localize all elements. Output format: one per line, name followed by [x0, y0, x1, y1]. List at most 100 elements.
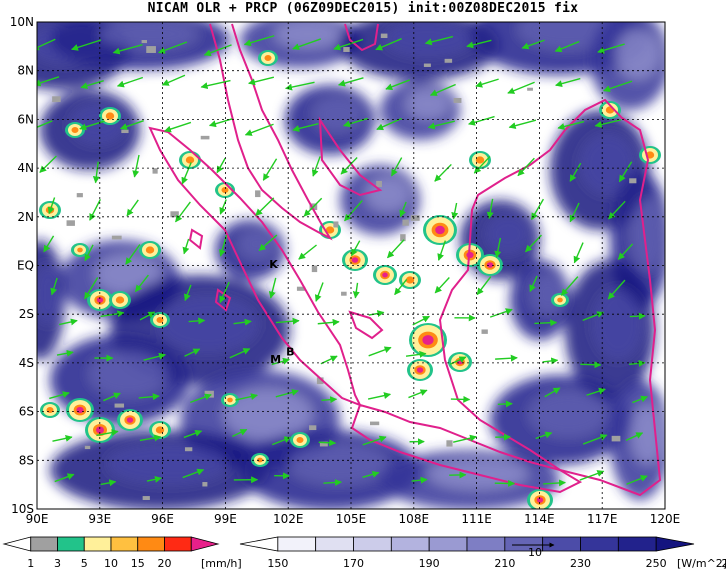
- latitude-label: 4S: [19, 356, 34, 370]
- wind-arrow: [617, 243, 634, 260]
- wind-arrow: [468, 115, 495, 126]
- wind-arrow: [554, 40, 580, 53]
- longitude-label: 108E: [399, 512, 430, 526]
- colorbar-swatch: [580, 536, 619, 552]
- wind-arrow: [603, 80, 633, 93]
- wind-arrow: [375, 38, 402, 51]
- wind-arrow: [37, 76, 60, 87]
- wind-arrow: [368, 310, 385, 317]
- wind-arrow: [517, 157, 535, 177]
- olr-blob: [37, 264, 62, 324]
- precip-colorbar-label: 3: [54, 557, 61, 570]
- wind-arrow: [580, 361, 602, 369]
- longitude-label: 105E: [336, 512, 367, 526]
- wind-arrow: [544, 387, 561, 398]
- precip-light: [316, 377, 324, 385]
- wind-arrow: [560, 276, 579, 296]
- wind-arrow: [385, 79, 411, 91]
- wind-arrow: [473, 155, 491, 174]
- precip-light: [184, 447, 193, 452]
- map-frame: [36, 21, 666, 510]
- wind-arrow: [134, 274, 149, 293]
- wind-arrow: [569, 162, 582, 182]
- longitude-labels: 90E 93E 96E 99E 102E 105E 108E 111E 114E 117E 120E: [26, 512, 681, 526]
- wind-arrow: [164, 121, 192, 133]
- longitude-label: 117E: [587, 512, 618, 526]
- precip-cell: [264, 55, 272, 61]
- colorbar-swatch: [277, 536, 317, 552]
- wind-arrow: [125, 244, 141, 265]
- wind-arrow: [534, 319, 558, 327]
- wind-arrow: [216, 157, 226, 174]
- wind-arrow: [494, 237, 502, 259]
- precip-light: [453, 97, 462, 103]
- wind-arrow: [235, 393, 258, 401]
- wind-arrow: [529, 275, 538, 293]
- wind-arrow: [607, 279, 626, 300]
- wind-arrow: [244, 123, 274, 136]
- wind-arrow: [184, 284, 192, 302]
- precip-light: [200, 135, 210, 140]
- precip-light: [527, 87, 533, 91]
- wind-arrow: [626, 475, 648, 485]
- wind-arrow: [120, 120, 144, 130]
- olr-blob: [406, 89, 450, 119]
- wind-arrow: [452, 434, 477, 443]
- olr-blob: [593, 289, 643, 359]
- wind-arrow: [188, 317, 206, 325]
- wind-arrow: [139, 434, 162, 442]
- wind-arrow: [243, 35, 275, 47]
- precip-light: [444, 58, 453, 63]
- olr-blob: [366, 176, 410, 212]
- olr-colorbar-label: 230: [570, 557, 591, 570]
- precip-light: [84, 445, 91, 450]
- wind-arrow: [429, 83, 456, 96]
- wind-arrow: [112, 43, 143, 55]
- wind-arrow: [408, 389, 428, 399]
- wind-arrow: [255, 197, 275, 216]
- wind-arrow: [597, 43, 625, 54]
- wind-arrow: [275, 317, 300, 325]
- olr-blob: [158, 296, 258, 352]
- wind-arrow: [618, 161, 633, 183]
- precip-light: [611, 435, 621, 442]
- longitude-label: 99E: [214, 512, 237, 526]
- precip-colorbar-label: 1: [27, 557, 34, 570]
- olr-blob: [288, 444, 388, 484]
- wind-arrow: [352, 282, 360, 299]
- wind-arrow: [262, 158, 278, 181]
- latitude-label: 8N: [17, 64, 34, 78]
- place-label: K: [269, 258, 278, 271]
- precip-light: [376, 180, 382, 188]
- olr-colorbar-label: 210: [494, 557, 515, 570]
- precip-cell: [76, 406, 84, 414]
- colorbar-swatch: [315, 536, 354, 552]
- wind-arrow: [411, 476, 428, 484]
- wind-arrow: [80, 80, 104, 90]
- wind-arrow: [258, 234, 278, 252]
- wind-arrow: [586, 387, 606, 396]
- precip-light: [423, 63, 431, 67]
- colorbar-swatch: [239, 536, 279, 552]
- wind-arrow: [340, 156, 358, 175]
- precip-light: [481, 329, 488, 334]
- wind-arrow: [424, 35, 454, 46]
- wind-arrow: [183, 429, 203, 439]
- olr-blob: [631, 404, 665, 464]
- wind-arrow: [100, 310, 125, 318]
- longitude-label: 90E: [26, 512, 49, 526]
- precip-light: [152, 168, 158, 174]
- wind-arrow: [116, 76, 144, 88]
- wind-arrow: [52, 434, 73, 442]
- wind-arrow: [161, 74, 186, 86]
- latitude-label: 4N: [17, 161, 34, 175]
- wind-arrow: [530, 198, 545, 221]
- wind-arrow: [39, 155, 57, 173]
- longitude-label: 96E: [151, 512, 174, 526]
- wind-arrow: [184, 348, 201, 357]
- wind-arrow: [146, 475, 162, 483]
- place-labels: K MB: [269, 258, 294, 366]
- colorbar-swatch: [190, 536, 220, 552]
- wind-arrow: [292, 122, 319, 132]
